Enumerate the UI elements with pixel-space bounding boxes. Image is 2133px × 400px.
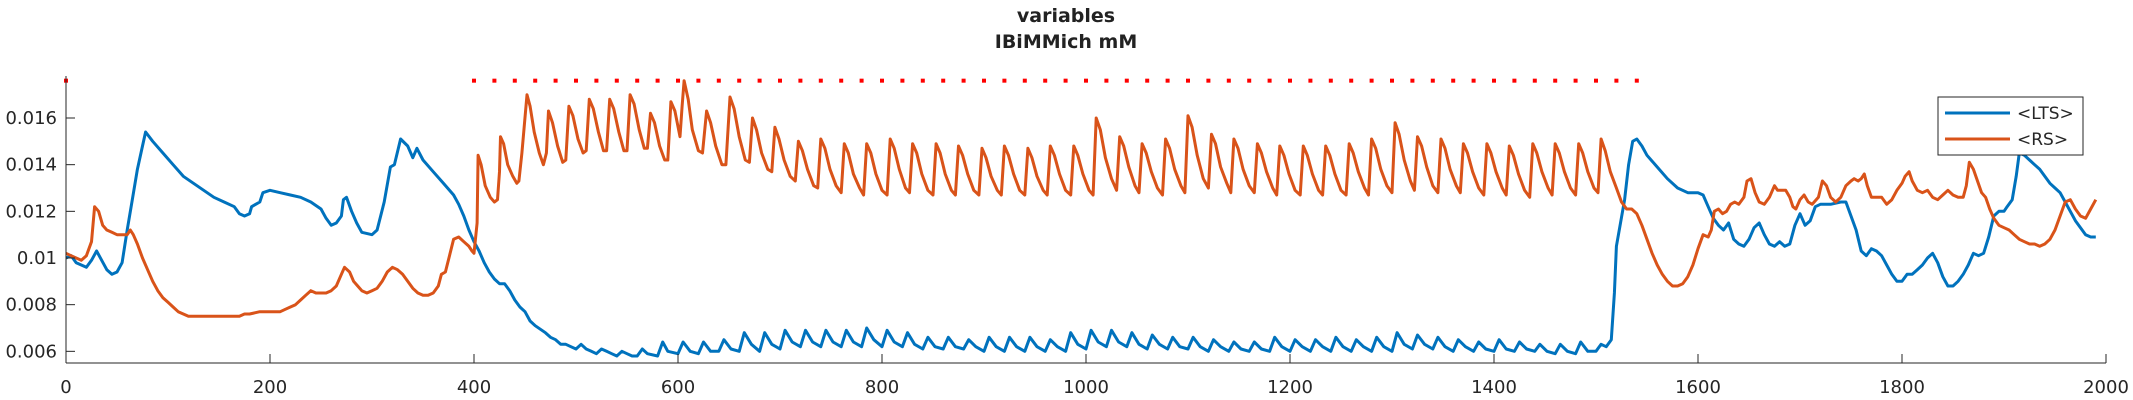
stimulus-marker — [982, 78, 986, 83]
stimulus-marker — [492, 78, 497, 83]
y-tick-label: 0.016 — [5, 108, 57, 129]
stimulus-marker — [1430, 78, 1435, 83]
stimulus-marker — [655, 78, 660, 83]
legend-box — [1937, 96, 2084, 156]
x-tick-label: 1600 — [1675, 377, 1721, 398]
stimulus-marker — [1022, 78, 1027, 83]
stimulus-marker — [1614, 78, 1619, 83]
stimulus-marker — [1451, 78, 1456, 83]
stimulus-marker — [1267, 78, 1272, 83]
stimulus-marker — [900, 78, 905, 83]
stimulus-marker — [1247, 78, 1252, 83]
stimulus-marker — [574, 78, 578, 83]
stimulus-marker — [839, 78, 844, 83]
stimulus-marker — [1634, 78, 1639, 83]
chart-title: variables — [1017, 5, 1115, 27]
stimulus-marker — [1532, 78, 1537, 83]
stimulus-marker — [1288, 78, 1292, 83]
x-tick-label: 600 — [661, 377, 695, 398]
legend-label-lts: <LTS> — [2017, 104, 2074, 124]
stimulus-marker — [553, 78, 558, 83]
stimulus-marker — [920, 78, 925, 83]
x-tick-label: 1400 — [1471, 377, 1517, 398]
stimulus-marker — [1594, 78, 1598, 83]
x-tick-label: 1200 — [1267, 377, 1313, 398]
stimulus-marker — [818, 78, 823, 83]
stimulus-marker — [1165, 78, 1170, 83]
chart-subtitle: IBiMMich mM — [995, 31, 1138, 53]
stimulus-marker — [716, 78, 721, 83]
stimulus-marker — [1471, 78, 1476, 83]
stimulus-marker — [859, 78, 864, 83]
y-tick-label: 0.014 — [5, 155, 57, 176]
stimulus-marker — [472, 78, 476, 83]
stimulus-marker — [614, 78, 619, 83]
stimulus-marker — [1043, 78, 1048, 83]
stimulus-marker — [1226, 78, 1231, 83]
y-tick-label: 0.008 — [5, 295, 57, 316]
stimulus-marker — [1124, 78, 1129, 83]
stimulus-markers — [64, 78, 1639, 83]
stimulus-marker — [941, 78, 946, 83]
y-tick-label: 0.006 — [5, 341, 57, 362]
stimulus-marker — [961, 78, 966, 83]
stimulus-marker — [1206, 78, 1211, 83]
stimulus-marker — [778, 78, 782, 83]
x-tick-label: 800 — [865, 377, 899, 398]
stimulus-marker — [1349, 78, 1354, 83]
stimulus-marker — [1328, 78, 1333, 83]
series-line-lts — [65, 130, 2096, 358]
axes: 0 200 400 600 800 1000 1200 1400 1600 1800 2000 0.0… — [5, 76, 2129, 398]
stimulus-marker — [676, 78, 680, 83]
stimulus-marker — [512, 78, 517, 83]
stimulus-marker — [1512, 78, 1517, 83]
y-tick-label: 0.01 — [17, 248, 57, 269]
stimulus-marker — [594, 78, 599, 83]
stimulus-marker — [1553, 78, 1558, 83]
y-tick-label: 0.012 — [5, 201, 57, 222]
stimulus-marker — [1002, 78, 1007, 83]
legend-label-rs: <RS> — [2017, 130, 2068, 150]
stimulus-marker — [1369, 78, 1374, 83]
stimulus-marker — [1573, 78, 1578, 83]
stimulus-marker — [1308, 78, 1313, 83]
stimulus-marker — [1084, 78, 1088, 83]
stimulus-marker — [1390, 78, 1394, 83]
stimulus-marker — [757, 78, 762, 83]
stimulus-marker — [1492, 78, 1496, 83]
stimulus-marker — [880, 78, 884, 83]
stimulus-marker — [1145, 78, 1150, 83]
x-tick-label: 400 — [457, 377, 491, 398]
stimulus-marker — [1186, 78, 1190, 83]
x-tick-label: 2000 — [2083, 377, 2129, 398]
stimulus-marker — [696, 78, 701, 83]
x-tick-label: 0 — [60, 377, 71, 398]
stimulus-marker — [798, 78, 803, 83]
stimulus-marker — [1410, 78, 1415, 83]
x-tick-label: 1800 — [1879, 377, 1925, 398]
series-line-rs — [65, 79, 2098, 318]
stimulus-marker — [1063, 78, 1068, 83]
x-tick-label: 1000 — [1063, 377, 1109, 398]
stimulus-marker — [635, 78, 640, 83]
legend: <LTS> <RS> — [1937, 96, 2084, 156]
stimulus-marker — [1104, 78, 1109, 83]
stimulus-marker — [737, 78, 742, 83]
series-lines — [65, 79, 2098, 358]
stimulus-marker — [533, 78, 538, 83]
x-tick-label: 200 — [253, 377, 287, 398]
